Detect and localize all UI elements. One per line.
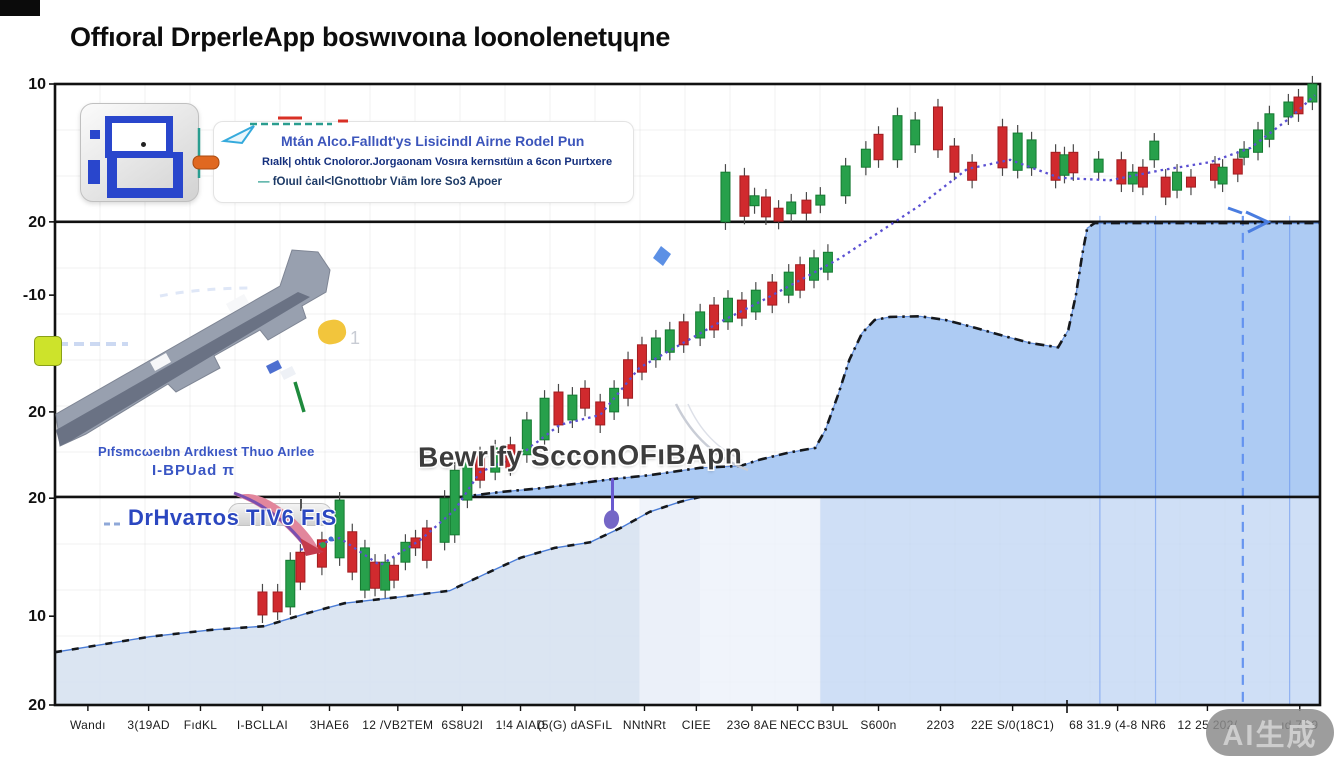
svg-text:3(19AD: 3(19AD <box>127 718 170 732</box>
svg-text:Wandı: Wandı <box>70 718 106 732</box>
legend-entry-1: Mtán Alco.Fallıdt'ys Lisicindl Airne Rod… <box>281 133 585 149</box>
app-icon-dot <box>141 142 146 147</box>
svg-text:12 /VB2TEM: 12 /VB2TEM <box>362 718 433 732</box>
teal-line-marker-icon: — <box>258 176 270 188</box>
annotation-line-3: DrHvaπos TIV6 FıS <box>128 505 337 530</box>
ai-watermark-badge: AI生成 <box>1206 709 1334 756</box>
svg-text:NNtNRt: NNtNRt <box>623 718 666 732</box>
svg-text:22E S/0(18C1): 22E S/0(18C1) <box>971 718 1054 732</box>
lime-axis-marker <box>34 336 62 366</box>
purple-pin-icon <box>611 478 614 514</box>
svg-text:23Θ 8AE: 23Θ 8AE <box>727 718 778 732</box>
legend-entry-3: — fOıuıl ċaıl<lGnottıobr Vıām Iore So3 A… <box>258 176 502 188</box>
svg-text:S600n: S600n <box>860 718 896 732</box>
svg-text:CIEE: CIEE <box>682 718 711 732</box>
svg-text:(5(G) dASFıL: (5(G) dASFıL <box>537 718 612 732</box>
app-icon-foot <box>111 188 161 195</box>
annotation-line-2: I-BPUad π <box>152 462 235 479</box>
area-boundaries <box>54 221 1320 654</box>
page-title: Offıoral DrperleApp boswıvoιna loonolene… <box>70 22 671 52</box>
svg-text:NECC: NECC <box>780 718 815 732</box>
trend-line <box>300 94 1316 567</box>
svg-text:20: 20 <box>28 697 46 714</box>
svg-text:20: 20 <box>28 214 46 231</box>
app-icon[interactable] <box>80 103 199 202</box>
chart-legend: Mtán Alco.Fallıdt'ys Lisicindl Airne Rod… <box>213 121 634 203</box>
app-icon-square <box>90 130 100 139</box>
svg-text:1!4 AIAD: 1!4 AIAD <box>496 718 546 732</box>
y-axis-labels: 10 20 -10 20 20 10 20 <box>23 76 55 714</box>
vertical-lines <box>1099 215 1291 705</box>
svg-text:-10: -10 <box>23 287 46 304</box>
svg-text:I-BCLLAI: I-BCLLAI <box>237 718 288 732</box>
svg-text:10: 10 <box>28 608 46 625</box>
svg-text:FıdKL: FıdKL <box>184 718 218 732</box>
app-icon-screen <box>105 116 173 158</box>
corner-block <box>0 0 40 16</box>
faint-digit-label: 1 <box>350 328 361 348</box>
svg-text:20: 20 <box>28 404 46 421</box>
svg-text:2203: 2203 <box>927 718 955 732</box>
candles <box>257 75 1318 624</box>
legend-entry-3-text: fOıuıl ċaıl<lGnottıobr Vıām Iore So3 Apo… <box>269 176 502 188</box>
legend-entry-2: Rıalk| ohtık Cnoloror.Jorgaonam Vosıra k… <box>262 156 613 168</box>
annotation-line-1: Pıfsmcωeıbn Ardkıest Thuo Aırlee <box>98 444 315 459</box>
center-watermark-label: Bewrlfy ScconOFıBApn <box>417 438 743 473</box>
svg-text:68 31.9 (4-8 NR6: 68 31.9 (4-8 NR6 <box>1069 718 1166 732</box>
svg-text:10: 10 <box>28 76 46 93</box>
svg-text:6S8U2I: 6S8U2I <box>441 718 483 732</box>
svg-text:B3UL: B3UL <box>817 718 848 732</box>
svg-text:20: 20 <box>28 490 46 507</box>
area-fills <box>55 223 1320 705</box>
x-axis-labels: Wandı 3(19AD FıdKL I-BCLLAI 3HAE6 12 /VB2TEM 6… <box>70 700 1318 732</box>
ai-watermark-text: AI生成 <box>1222 719 1318 752</box>
svg-text:3HAE6: 3HAE6 <box>310 718 350 732</box>
app-icon-bar <box>88 160 100 184</box>
